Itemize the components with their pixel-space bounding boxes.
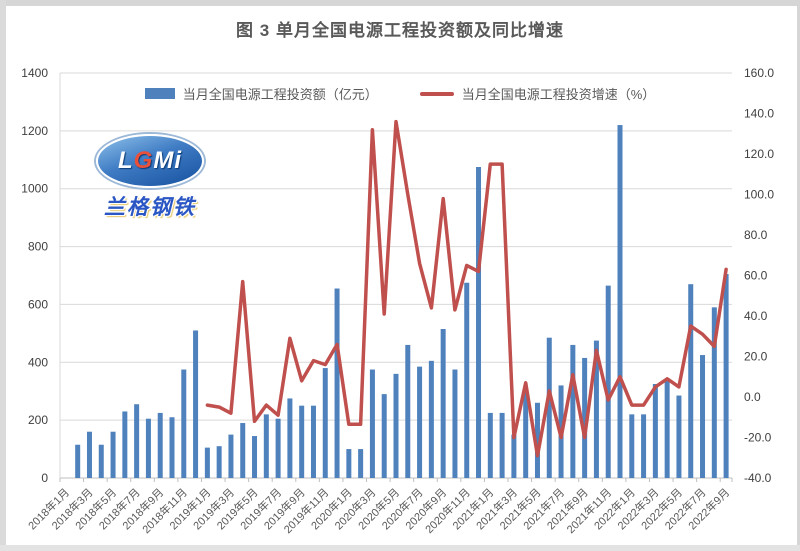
investment-bar [487, 412, 493, 478]
right-axis-tick-label: 80.0 [744, 228, 768, 242]
left-axis-tick-label: 400 [28, 355, 48, 369]
investment-bar [393, 373, 399, 478]
chart-title: 图 3 单月全国电源工程投资额及同比增速 [236, 21, 564, 40]
right-axis-tick-label: 160.0 [744, 66, 774, 80]
investment-bar [381, 394, 387, 478]
investment-bar [346, 449, 352, 478]
left-axis-tick-label: 1000 [21, 182, 48, 196]
left-axis-tick-label: 1200 [21, 124, 48, 138]
investment-bar [310, 405, 316, 478]
left-axis-tick-label: 1400 [21, 66, 48, 80]
investment-bar [723, 274, 729, 478]
investment-bar [664, 379, 670, 478]
lgmi-logo: LGMi 兰格钢铁 [90, 134, 210, 221]
right-axis-tick-label: 100.0 [744, 188, 774, 202]
growth-line [205, 119, 728, 458]
right-axis-tick-label: 60.0 [744, 269, 768, 283]
legend-item-investment: 当月全国电源工程投资额（亿元） [144, 84, 378, 103]
investment-bar [157, 412, 163, 478]
legend-bar-label: 当月全国电源工程投资额（亿元） [182, 87, 378, 102]
investment-bar [169, 417, 175, 478]
investment-bar [334, 288, 340, 478]
investment-bar [263, 414, 269, 478]
window-edge-right [797, 0, 800, 551]
investment-bar [193, 330, 199, 478]
investment-bar [98, 444, 104, 478]
right-axis-tick-label: -20.0 [744, 431, 772, 445]
lgmi-logo-text: LGMi [117, 147, 182, 174]
right-axis-tick-label: 20.0 [744, 350, 768, 364]
lgmi-logo-subtext: 兰格钢铁 [104, 196, 196, 219]
right-axis-tick-label: 120.0 [744, 147, 774, 161]
investment-bar [464, 282, 470, 478]
left-axis-tick-label: 0 [41, 471, 48, 485]
investment-bar [499, 412, 505, 478]
right-axis-tick-label: 40.0 [744, 309, 768, 323]
investment-bar [299, 405, 305, 478]
investment-bar [440, 329, 446, 478]
legend-line-swatch [419, 91, 454, 96]
investment-bar [605, 285, 611, 478]
investment-bar [181, 369, 187, 478]
right-axis-tick-label: -40.0 [744, 471, 772, 485]
investment-bar [593, 340, 599, 478]
investment-bar [652, 383, 658, 478]
investment-bar [75, 444, 81, 478]
investment-bar [405, 344, 411, 478]
investment-bar [711, 307, 717, 478]
investment-bar [110, 431, 116, 478]
investment-bar [287, 398, 293, 478]
investment-bar [252, 436, 258, 478]
investment-bar [523, 389, 529, 478]
investment-bar [629, 414, 635, 478]
investment-bar [452, 369, 458, 478]
window-edge-bottom [0, 545, 800, 551]
investment-bar [145, 418, 151, 478]
investment-bar [511, 434, 517, 478]
investment-bar [122, 411, 128, 478]
investment-bar [134, 404, 140, 478]
investment-bar [641, 414, 647, 478]
investment-bar [204, 447, 210, 478]
window-edge-left [0, 0, 6, 551]
investment-bar [688, 284, 694, 478]
lgmi-logo-oval: LGMi [96, 134, 204, 188]
window-edge-top [0, 0, 800, 6]
investment-bar [358, 449, 364, 478]
investment-bar [322, 368, 328, 478]
left-axis-tick-label: 600 [28, 297, 48, 311]
investment-bar [428, 360, 434, 478]
investment-bar [369, 369, 375, 478]
left-axis-tick-label: 800 [28, 240, 48, 254]
investment-bar [617, 125, 623, 479]
investment-bar [86, 431, 92, 478]
investment-bar [700, 355, 706, 478]
investment-bar [570, 344, 576, 478]
legend-line-label: 当月全国电源工程投资增速（%） [461, 87, 656, 102]
investment-bar [240, 423, 246, 478]
investment-bar [216, 446, 222, 478]
investment-bar [546, 337, 552, 478]
left-axis-tick-label: 200 [28, 413, 48, 427]
legend-bar-swatch [144, 88, 175, 99]
investment-bar [534, 402, 540, 478]
chart-legend: 当月全国电源工程投资额（亿元） 当月全国电源工程投资增速（%） [60, 84, 740, 103]
investment-bar [582, 357, 588, 478]
investment-bar [417, 366, 423, 478]
investment-bar [228, 434, 234, 478]
investment-bar [476, 167, 482, 478]
investment-bar [676, 395, 682, 478]
investment-bar [275, 418, 281, 478]
legend-item-growth: 当月全国电源工程投资增速（%） [419, 84, 656, 103]
right-axis-tick-label: 140.0 [744, 107, 774, 121]
right-axis-tick-label: 0.0 [744, 390, 761, 404]
